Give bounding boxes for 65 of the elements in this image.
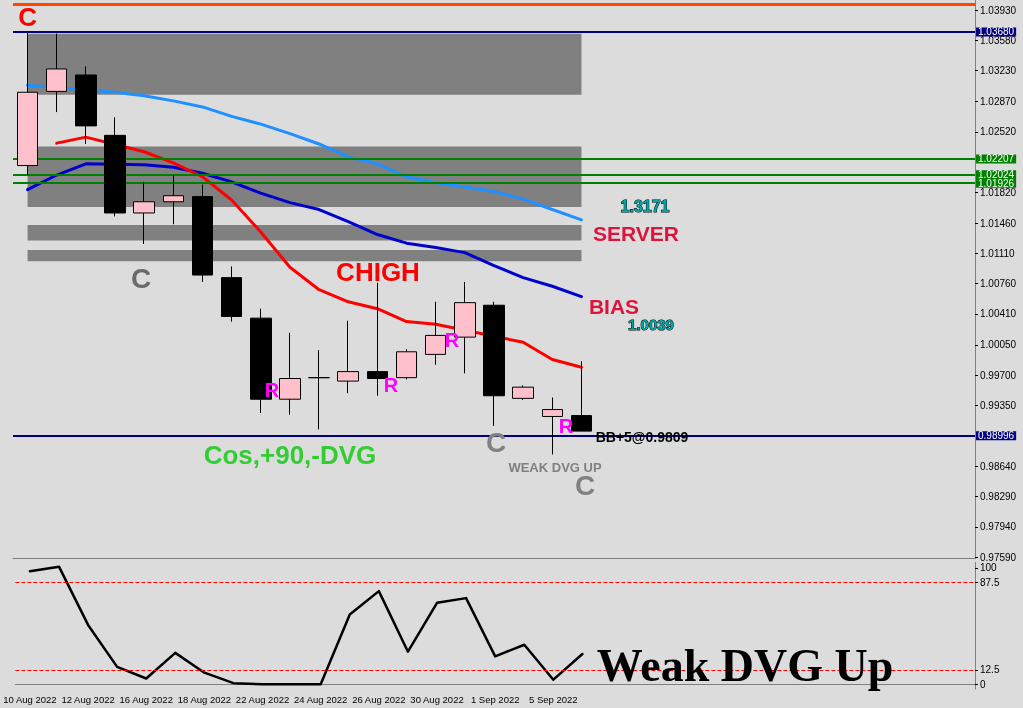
x-tick-label: 18 Aug 2022 bbox=[177, 693, 232, 705]
y-tick-label: 0.99350 bbox=[980, 399, 1017, 411]
y-tick-label: 1.00410 bbox=[980, 308, 1017, 320]
candlestick bbox=[46, 33, 67, 113]
candlestick bbox=[425, 301, 446, 366]
candlestick bbox=[163, 174, 184, 225]
annotation: R bbox=[444, 329, 460, 351]
y-tick-label: 100 bbox=[980, 562, 998, 574]
annotation: C bbox=[18, 1, 38, 32]
candlestick bbox=[221, 265, 242, 323]
annotation: WEAK DVG UP bbox=[508, 459, 602, 475]
ref-line-label: 1.02207 bbox=[978, 153, 1015, 165]
annotation: SERVER bbox=[593, 221, 679, 245]
annotation: R bbox=[383, 374, 399, 396]
y-tick-label: 0.98640 bbox=[980, 460, 1017, 472]
y-tick-label: 1.02870 bbox=[980, 96, 1017, 108]
y-tick-label: 1.00050 bbox=[980, 339, 1017, 351]
y-tick-label: 0.97590 bbox=[980, 551, 1017, 563]
candlestick bbox=[337, 320, 359, 394]
x-tick-label: 16 Aug 2022 bbox=[119, 693, 173, 705]
x-tick-label: 26 Aug 2022 bbox=[352, 693, 406, 705]
x-tick-label: 24 Aug 2022 bbox=[294, 693, 348, 705]
candlestick bbox=[396, 348, 417, 380]
y-tick-label: 1.03580 bbox=[980, 35, 1017, 47]
candlestick bbox=[75, 65, 97, 145]
candlestick bbox=[279, 332, 301, 416]
ref-line-label: 0.98996 bbox=[978, 430, 1015, 442]
candlestick bbox=[104, 116, 126, 217]
y-tick-label: 0.97940 bbox=[980, 521, 1017, 533]
annotation: BIAS bbox=[588, 294, 640, 318]
annotation: 1.3171 bbox=[620, 197, 670, 215]
ref-line-label: 1.02024 bbox=[978, 169, 1015, 181]
candlestick bbox=[192, 184, 213, 283]
annotation: 1.0039 bbox=[628, 315, 674, 333]
candlestick bbox=[308, 349, 330, 430]
ref-line-label: 1.03680 bbox=[978, 26, 1015, 38]
candlestick bbox=[133, 181, 155, 245]
x-tick-label: 22 Aug 2022 bbox=[235, 693, 290, 705]
y-tick-label: 0.99700 bbox=[980, 369, 1017, 381]
annotation: Cos,+90,-DVG bbox=[203, 440, 377, 470]
y-tick-label: 1.01460 bbox=[980, 217, 1017, 229]
candlestick bbox=[571, 360, 592, 432]
annotation: CHIGH bbox=[336, 257, 420, 287]
x-tick-label: 5 Sep 2022 bbox=[529, 693, 578, 705]
x-tick-label: 30 Aug 2022 bbox=[410, 693, 464, 705]
y-tick-label: 1.01820 bbox=[980, 186, 1017, 198]
line-series bbox=[26, 162, 583, 299]
y-tick-label: 1.02520 bbox=[980, 126, 1017, 138]
y-tick-label: 1.00760 bbox=[980, 278, 1017, 290]
candlestick bbox=[17, 32, 38, 176]
y-tick-label: 1.03230 bbox=[980, 65, 1017, 77]
ref-line-label: 1.01926 bbox=[978, 177, 1015, 189]
y-tick-label: 0.98290 bbox=[980, 491, 1017, 503]
y-tick-label: 0 bbox=[980, 678, 986, 690]
x-tick-label: 12 Aug 2022 bbox=[61, 693, 115, 705]
x-tick-label: 1 Sep 2022 bbox=[470, 693, 520, 705]
x-tick-label: 10 Aug 2022 bbox=[3, 693, 57, 705]
candlestick bbox=[483, 301, 505, 427]
y-tick-label: 1.03930 bbox=[980, 4, 1017, 16]
annotation: C bbox=[130, 262, 152, 294]
y-tick-label: 1.01110 bbox=[980, 248, 1016, 259]
y-tick-label: 12.5 bbox=[980, 664, 1000, 676]
line-series bbox=[28, 565, 584, 686]
candlestick bbox=[512, 384, 534, 401]
y-tick-label: 87.5 bbox=[980, 576, 1000, 588]
